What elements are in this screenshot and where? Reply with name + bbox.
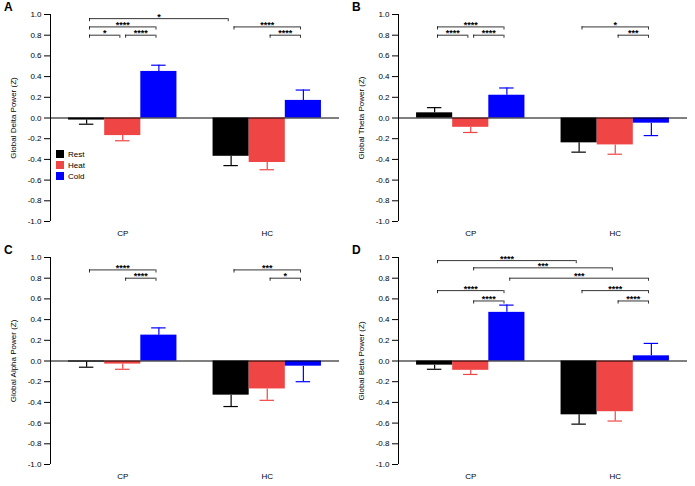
svg-text:-0.2: -0.2 — [28, 377, 42, 386]
svg-text:Global Beta Power (Z): Global Beta Power (Z) — [357, 321, 366, 400]
svg-text:-0.6: -0.6 — [28, 419, 42, 428]
svg-text:****: **** — [134, 271, 149, 281]
svg-text:0.6: 0.6 — [378, 294, 390, 303]
svg-text:****: **** — [260, 20, 275, 30]
svg-text:***: *** — [574, 271, 585, 281]
svg-text:Global Delta Power (Z): Global Delta Power (Z) — [9, 77, 18, 159]
html-text:C: C — [4, 243, 13, 257]
svg-text:-1.0: -1.0 — [376, 217, 390, 226]
svg-text:-1.0: -1.0 — [376, 460, 390, 469]
svg-text:0.2: 0.2 — [30, 336, 42, 345]
svg-text:****: **** — [134, 28, 149, 38]
svg-text:-1.0: -1.0 — [28, 217, 42, 226]
svg-text:-1.0: -1.0 — [28, 460, 42, 469]
svg-text:-0.4: -0.4 — [28, 398, 42, 407]
svg-text:*: * — [613, 20, 617, 30]
svg-text:0.4: 0.4 — [30, 315, 42, 324]
svg-text:0.6: 0.6 — [378, 51, 390, 60]
svg-text:CP: CP — [465, 472, 476, 481]
svg-text:0.2: 0.2 — [378, 93, 390, 102]
svg-text:-0.6: -0.6 — [376, 419, 390, 428]
svg-text:Global Theta Power (Z): Global Theta Power (Z) — [357, 76, 366, 159]
svg-text:HC: HC — [261, 472, 273, 481]
svg-text:*: * — [284, 271, 288, 281]
svg-text:****: **** — [464, 20, 479, 30]
svg-text:****: **** — [116, 20, 131, 30]
svg-text:-0.8: -0.8 — [376, 439, 390, 448]
svg-text:1.0: 1.0 — [30, 253, 42, 262]
svg-text:HC: HC — [609, 229, 621, 238]
svg-text:****: **** — [626, 294, 641, 304]
svg-text:0.0: 0.0 — [30, 357, 42, 366]
html-text:A: A — [4, 0, 13, 14]
svg-text:0.0: 0.0 — [378, 114, 390, 123]
svg-text:0.8: 0.8 — [30, 274, 42, 283]
svg-text:*: * — [103, 28, 107, 38]
svg-text:-0.2: -0.2 — [28, 134, 42, 143]
svg-text:****: **** — [464, 284, 479, 294]
html-text:B: B — [352, 0, 361, 14]
html-text:D: D — [352, 243, 361, 257]
html-text:Cold: Cold — [68, 171, 85, 181]
svg-text:***: *** — [538, 261, 549, 271]
svg-text:0.8: 0.8 — [30, 31, 42, 40]
svg-text:-0.4: -0.4 — [376, 155, 390, 164]
svg-text:-0.8: -0.8 — [28, 439, 42, 448]
svg-text:0.4: 0.4 — [378, 72, 390, 81]
svg-text:0.2: 0.2 — [30, 93, 42, 102]
svg-text:****: **** — [482, 294, 497, 304]
svg-text:***: *** — [628, 28, 639, 38]
svg-text:1.0: 1.0 — [378, 10, 390, 19]
svg-text:-0.8: -0.8 — [28, 196, 42, 205]
svg-text:1.0: 1.0 — [378, 253, 390, 262]
svg-text:***: *** — [262, 263, 273, 273]
svg-text:CP: CP — [117, 472, 128, 481]
svg-text:CP: CP — [117, 229, 128, 238]
svg-text:-0.2: -0.2 — [376, 377, 390, 386]
svg-text:0.0: 0.0 — [378, 357, 390, 366]
svg-text:0.0: 0.0 — [30, 114, 42, 123]
svg-text:-0.6: -0.6 — [376, 176, 390, 185]
svg-text:0.6: 0.6 — [30, 294, 42, 303]
svg-text:-0.4: -0.4 — [376, 398, 390, 407]
svg-text:-0.6: -0.6 — [28, 176, 42, 185]
svg-text:HC: HC — [261, 229, 273, 238]
svg-text:****: **** — [608, 284, 623, 294]
svg-text:****: **** — [278, 28, 293, 38]
svg-text:0.8: 0.8 — [378, 31, 390, 40]
svg-text:****: **** — [116, 263, 131, 273]
svg-text:0.4: 0.4 — [378, 315, 390, 324]
svg-text:-0.8: -0.8 — [376, 196, 390, 205]
svg-text:****: **** — [500, 254, 515, 264]
svg-text:****: **** — [446, 28, 461, 38]
svg-text:HC: HC — [609, 472, 621, 481]
svg-text:1.0: 1.0 — [30, 10, 42, 19]
svg-text:0.2: 0.2 — [378, 336, 390, 345]
svg-text:*: * — [157, 12, 161, 22]
svg-text:-0.2: -0.2 — [376, 134, 390, 143]
html-text:Rest: Rest — [68, 149, 85, 159]
svg-text:Global Alpha Power (Z): Global Alpha Power (Z) — [9, 319, 18, 402]
svg-text:0.8: 0.8 — [378, 274, 390, 283]
svg-text:0.6: 0.6 — [30, 51, 42, 60]
svg-text:CP: CP — [465, 229, 476, 238]
html-text:Heat: Heat — [68, 160, 85, 170]
svg-text:0.4: 0.4 — [30, 72, 42, 81]
svg-text:****: **** — [482, 28, 497, 38]
svg-text:-0.4: -0.4 — [28, 155, 42, 164]
